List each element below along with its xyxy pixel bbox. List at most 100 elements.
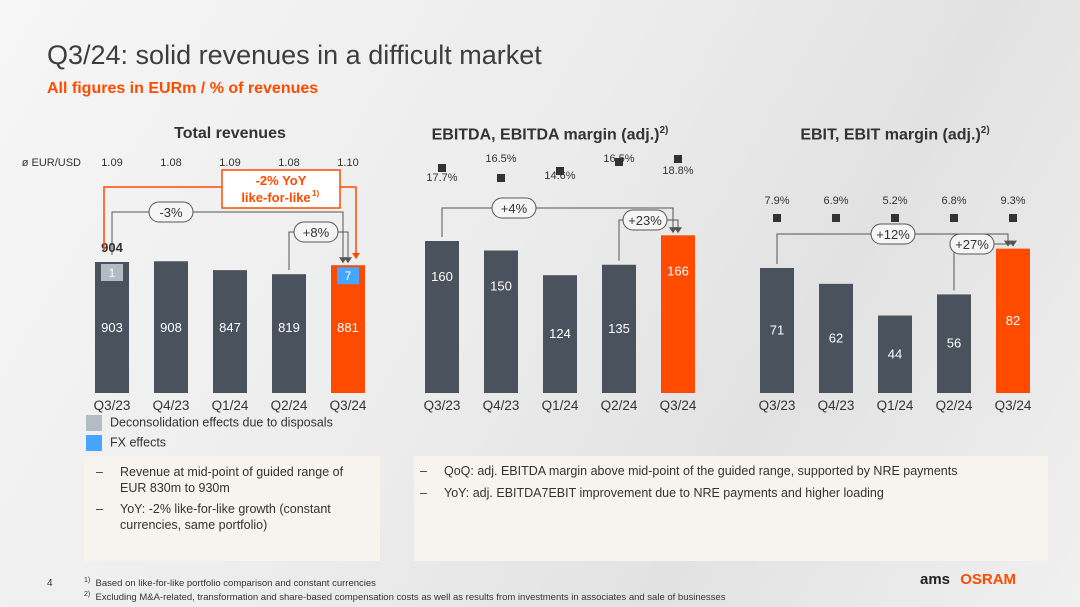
tick-ebitda-Q2/24: Q2/24 [601,398,638,413]
logo-ams: ams [920,571,951,588]
tick-revenues-Q4/23: Q4/23 [153,398,190,413]
margin-label-ebit-Q3/24: 9.3% [1000,195,1025,207]
yoy-ebit-pill [870,223,916,245]
legend-deconsolidation: Deconsolidation effects due to disposals [86,415,333,431]
bullet-dash: – [420,464,427,478]
tick-ebitda-Q3/23: Q3/23 [424,398,461,413]
revenue-total-label: 904 [101,240,123,255]
page-number: 4 [47,578,53,589]
logo-osram: OSRAM [960,571,1017,588]
bar-ebit-Q2/24 [937,294,971,393]
tick-ebitda-Q4/23: Q4/23 [483,398,520,413]
qoq-revenues-pill [293,221,339,243]
tick-ebit-Q1/24: Q1/24 [877,398,914,413]
extra-revenues-Q3/24 [337,267,359,285]
tick-revenues-Q1/24: Q1/24 [212,398,249,413]
bullet-dash: – [96,465,103,479]
margin-label-ebitda-Q4/23: 16.5% [485,153,516,165]
margin-marker-ebitda-Q2/24 [615,158,623,166]
lfl-label-sup: 1) [312,189,319,198]
extra-revenues-Q3/23 [101,264,123,281]
bar-label-revenues-Q1/24: 847 [219,320,241,335]
lfl-bracket-right [340,186,357,258]
yoy-bracket-revenues [111,211,344,262]
bar-label-ebit-Q3/23: 71 [770,323,784,338]
bar-label-revenues-Q2/24: 819 [278,320,300,335]
tick-ebit-Q3/23: Q3/23 [759,398,796,413]
bar-label-ebitda-Q2/24: 135 [608,321,630,336]
margin-label-ebitda-Q3/23: 17.7% [426,172,457,184]
bar-ebitda-Q1/24 [543,275,577,393]
footnote-1: 1) Based on like-for-like portfolio comp… [84,577,376,590]
margin-label-ebit-Q3/23: 7.9% [764,195,789,207]
bar-label-ebit-Q1/24: 44 [888,346,902,361]
margin-label-ebitda-Q2/24: 16.5% [603,153,634,165]
bar-ebit-Q3/23 [760,268,794,393]
fx-rate-Q3/24: 1.10 [337,157,358,169]
lfl-box [221,169,341,209]
bar-revenues-Q3/24 [331,265,365,393]
page-subtitle: All figures in EURm / % of revenues [47,80,319,97]
margin-marker-ebit-Q2/24 [950,214,958,222]
tick-revenues-Q3/23: Q3/23 [94,398,131,413]
margin-marker-ebit-Q1/24 [891,214,899,222]
legend-fx: FX effects [86,435,166,451]
qoq-ebit-label: +27% [955,237,989,252]
legend-swatch-deconsolidation [86,415,102,431]
tick-revenues-Q3/24: Q3/24 [330,398,367,413]
qoq-ebit-pill [949,233,995,255]
bar-ebitda-Q4/23 [484,250,518,393]
margin-marker-ebitda-Q3/23 [438,164,446,172]
margin-marker-ebitda-Q4/23 [497,174,505,182]
lfl-bracket-left [103,186,222,250]
margin-label-ebitda-Q3/24: 18.8% [662,165,693,177]
qoq-arrow-revenues [344,257,352,264]
legend-swatch-fx [86,435,102,451]
margin-label-ebit-Q2/24: 6.8% [941,195,966,207]
bar-revenues-Q2/24 [272,274,306,393]
bar-revenues-Q3/23 [95,262,129,393]
chart-title-revenues: Total revenues [174,125,286,142]
bar-label-ebitda-Q3/24: 166 [667,263,689,278]
yoy-ebitda-label: +4% [501,201,528,216]
notes-right-box: – QoQ: adj. EBITDA margin above mid-poin… [414,456,1048,561]
bar-ebit-Q1/24 [878,315,912,393]
tick-revenues-Q2/24: Q2/24 [271,398,308,413]
margin-label-ebitda-Q1/24: 14.6% [544,170,575,182]
chart-title-ebitda: EBITDA, EBITDA margin (adj.)2) [431,125,669,144]
notes-left-box: – Revenue at mid-point of guided range o… [84,456,380,561]
margin-marker-ebitda-Q3/24 [674,155,682,163]
extra-label-revenues-Q3/24: 7 [345,269,352,283]
bar-ebit-Q3/24 [996,248,1030,393]
lfl-label-line1: -2% YoY [256,173,307,188]
qoq-arrow-ebit [1009,240,1017,247]
bar-ebitda-Q3/23 [425,241,459,393]
margin-marker-ebitda-Q1/24 [556,167,564,175]
tick-ebit-Q3/24: Q3/24 [995,398,1032,413]
bar-ebitda-Q3/24 [661,235,695,393]
bullet-dash: – [420,486,427,500]
bar-ebitda-Q2/24 [602,264,636,393]
bar-ebit-Q4/23 [819,283,853,393]
bar-label-ebit-Q3/24: 82 [1006,313,1020,328]
note-right-1-text: QoQ: adj. EBITDA margin above mid-point … [444,464,958,478]
bar-label-revenues-Q3/24: 881 [337,320,359,335]
margin-label-ebit-Q4/23: 6.9% [823,195,848,207]
footnote-2: 2) Excluding M&A-related, transformation… [84,591,726,604]
bar-label-revenues-Q3/23: 903 [101,320,123,335]
lfl-arrow [352,253,360,259]
extra-label-revenues-Q3/23: 1 [109,266,116,280]
margin-marker-ebit-Q4/23 [832,214,840,222]
yoy-ebit-label: +12% [876,227,910,242]
note-left-2-text: YoY: -2% like-for-like growth (constant … [120,502,331,532]
fx-rate-Q3/23: 1.09 [101,157,122,169]
yoy-revenues-label: -3% [159,205,183,220]
note-right-2: – YoY: adj. EBITDA7EBIT improvement due … [420,485,1040,501]
bar-label-ebit-Q4/23: 62 [829,330,843,345]
tick-ebit-Q2/24: Q2/24 [936,398,973,413]
fx-rate-Q1/24: 1.09 [219,157,240,169]
qoq-ebitda-label: +23% [628,213,662,228]
qoq-revenues-label: +8% [303,225,330,240]
note-right-1: – QoQ: adj. EBITDA margin above mid-poin… [420,463,1040,479]
fx-rate-Q2/24: 1.08 [278,157,299,169]
